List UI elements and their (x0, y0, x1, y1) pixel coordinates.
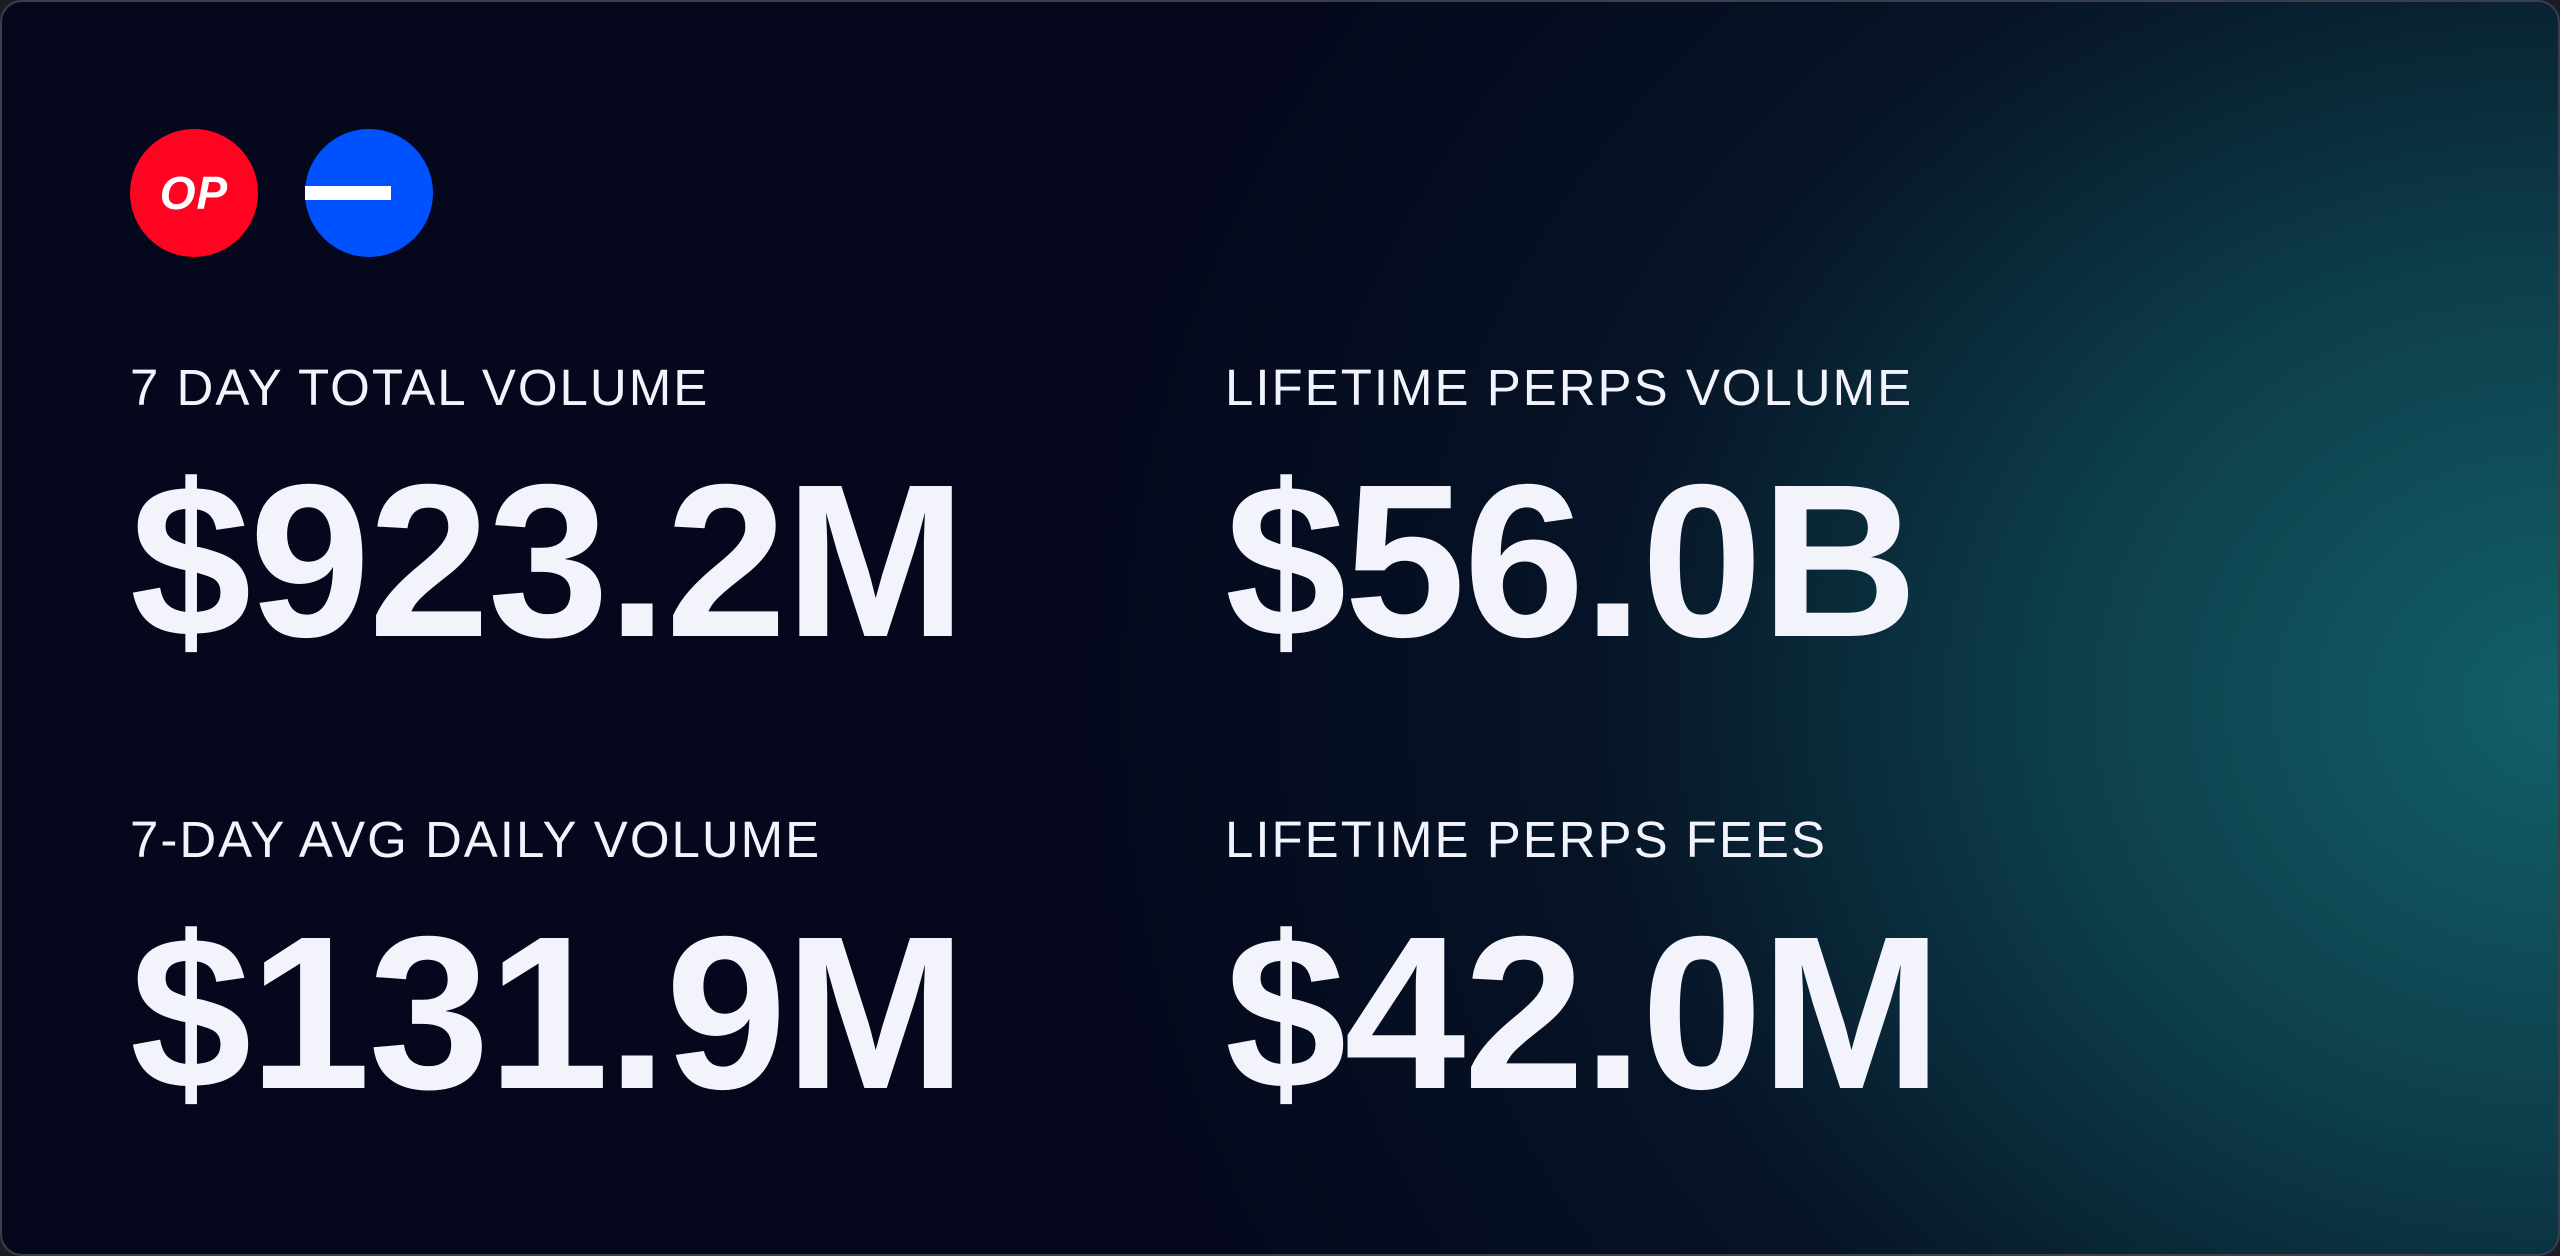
logo-bar (305, 186, 391, 200)
stat-value: $42.0M (1225, 892, 1942, 1135)
stat-label: LIFETIME PERPS VOLUME (1225, 359, 1914, 416)
stat-value: $56.0B (1225, 440, 1918, 683)
stat: 7-DAY AVG DAILY VOLUME $131.9M (130, 811, 966, 1135)
stat-label: 7-DAY AVG DAILY VOLUME (130, 811, 822, 868)
stat-label: 7 DAY TOTAL VOLUME (130, 359, 710, 416)
stat-value: $131.9M (130, 892, 966, 1135)
stat: LIFETIME PERPS VOLUME $56.0B (1225, 359, 1918, 683)
stat-value: $923.2M (130, 440, 966, 683)
stat-label: LIFETIME PERPS FEES (1225, 811, 1827, 868)
op-logo: OP (130, 129, 258, 257)
stat: LIFETIME PERPS FEES $42.0M (1225, 811, 1942, 1135)
base-logo (305, 129, 433, 257)
stat: 7 DAY TOTAL VOLUME $923.2M (130, 359, 966, 683)
